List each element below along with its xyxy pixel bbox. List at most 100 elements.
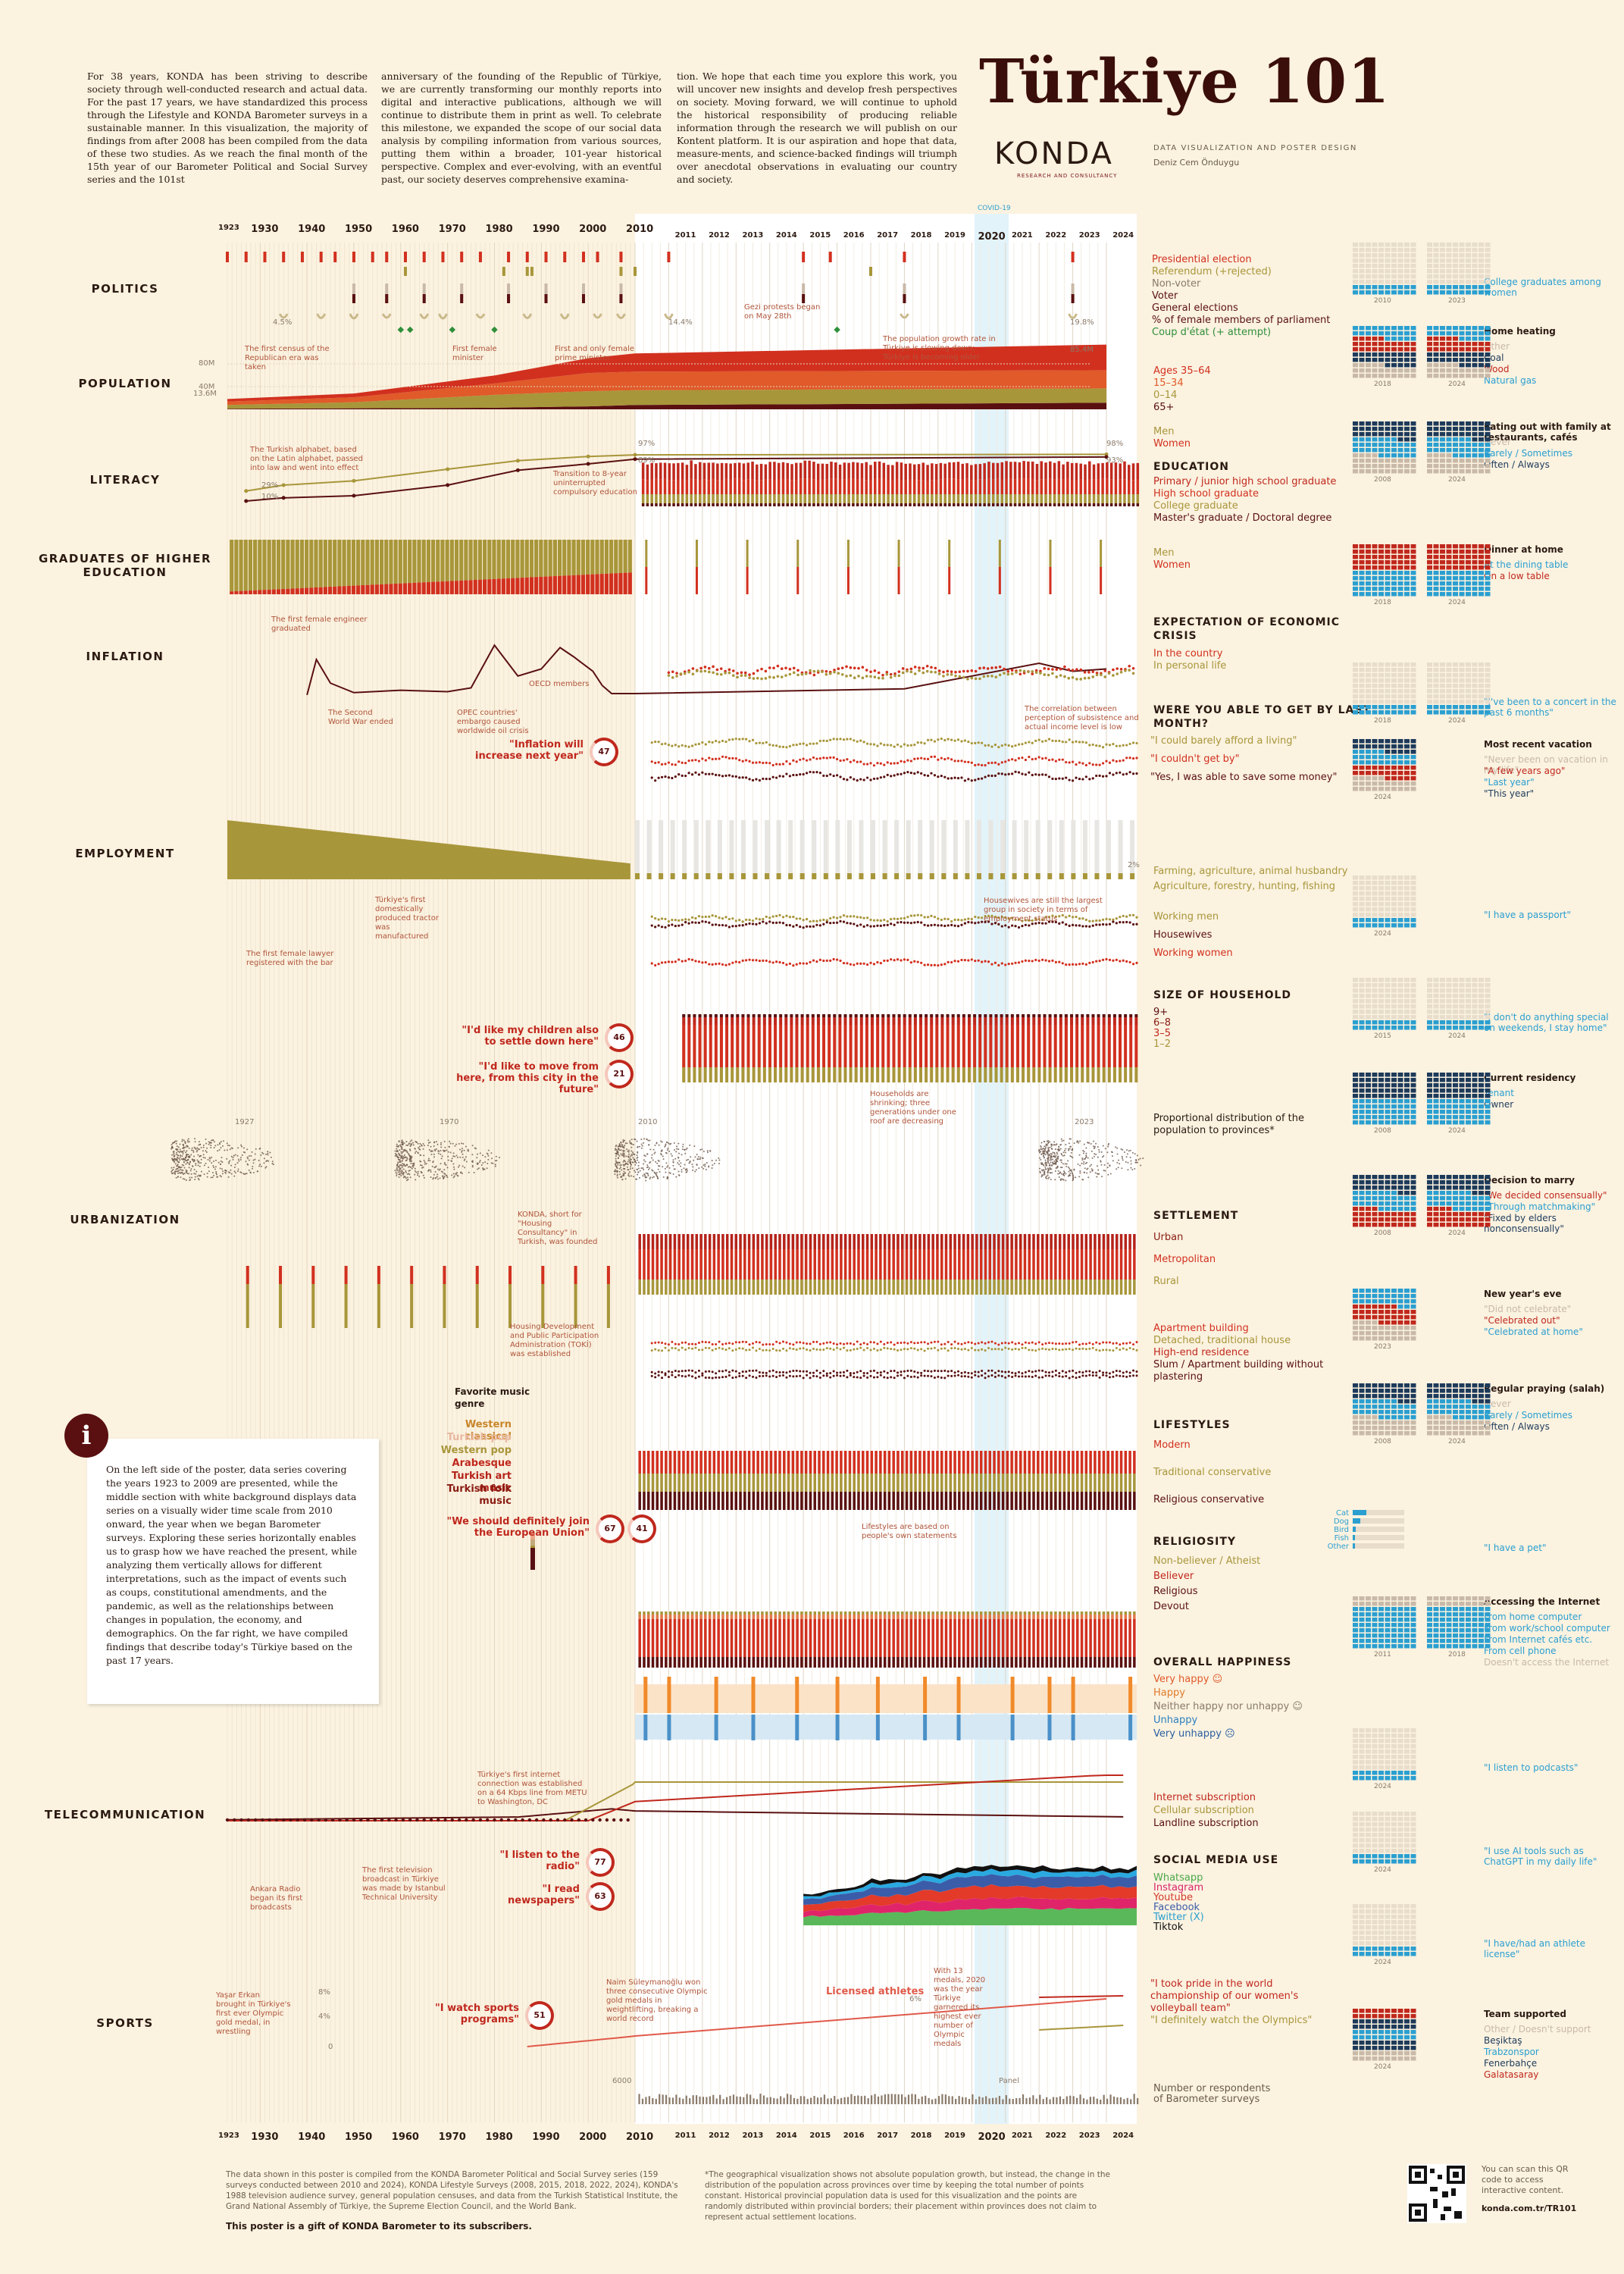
map-dot bbox=[255, 1148, 257, 1150]
working-dot bbox=[953, 918, 956, 922]
housing-dot bbox=[822, 1370, 825, 1373]
household-bar bbox=[1015, 1067, 1019, 1082]
education-bar bbox=[1018, 494, 1022, 503]
literacy-point bbox=[446, 467, 450, 471]
settlement-bar bbox=[914, 1249, 917, 1280]
working-dot bbox=[741, 920, 744, 923]
settlement-bar bbox=[835, 1280, 838, 1295]
education-bar bbox=[970, 480, 973, 494]
housing-dot bbox=[943, 1377, 947, 1380]
map-dot bbox=[440, 1157, 443, 1160]
map-dot bbox=[1044, 1145, 1046, 1148]
working-dot bbox=[715, 963, 718, 966]
map-dot bbox=[647, 1174, 649, 1176]
graduates-women-bar bbox=[323, 587, 327, 594]
education-bar bbox=[996, 503, 1000, 506]
getby-dot bbox=[883, 775, 886, 778]
education-bar bbox=[882, 494, 886, 503]
map-dot bbox=[674, 1168, 676, 1170]
getby-dot bbox=[1108, 772, 1112, 775]
map-dot bbox=[637, 1167, 640, 1170]
education-bar bbox=[681, 479, 684, 494]
map-dot bbox=[1047, 1174, 1049, 1176]
settlement-bar bbox=[1015, 1280, 1018, 1295]
crisis-dot bbox=[675, 672, 678, 675]
settlement-bar bbox=[1076, 1280, 1079, 1295]
getby-dot bbox=[876, 762, 879, 765]
getby-dot bbox=[967, 741, 970, 744]
map-dot bbox=[463, 1149, 465, 1151]
referendum-mark bbox=[619, 267, 623, 276]
graduates-men-bar bbox=[417, 540, 421, 583]
working-dot bbox=[1075, 916, 1078, 919]
crisis-dot bbox=[906, 669, 909, 673]
education-bar bbox=[852, 478, 855, 494]
education-bar bbox=[734, 462, 737, 479]
getby-dot bbox=[708, 772, 711, 775]
graduates-women-bar bbox=[449, 581, 454, 594]
working-dot bbox=[916, 960, 919, 963]
settlement-bar bbox=[712, 1280, 716, 1295]
map-dot bbox=[177, 1167, 179, 1170]
housing-dot bbox=[778, 1342, 781, 1345]
working-dot bbox=[1112, 920, 1115, 923]
household-bar bbox=[790, 1017, 793, 1025]
education-bar bbox=[838, 494, 842, 503]
housing-dot bbox=[1017, 1342, 1020, 1345]
map-dot bbox=[1078, 1154, 1081, 1156]
map-dot bbox=[434, 1170, 437, 1173]
settlement-bar bbox=[918, 1249, 922, 1280]
map-dot bbox=[401, 1139, 403, 1142]
map-dot bbox=[427, 1142, 430, 1144]
housing-dot bbox=[906, 1369, 909, 1372]
education-bar bbox=[978, 479, 982, 494]
crisis-dot bbox=[1075, 678, 1078, 681]
education-bar bbox=[825, 479, 828, 494]
map-dot bbox=[265, 1153, 268, 1155]
graduates-women-bar bbox=[253, 590, 258, 594]
housing-dot bbox=[903, 1348, 906, 1351]
getby-dot bbox=[993, 761, 997, 764]
household-bar bbox=[1048, 1014, 1052, 1017]
urban-bar bbox=[574, 1266, 577, 1284]
housing-dot bbox=[795, 1348, 798, 1352]
housing-dot bbox=[836, 1343, 839, 1346]
map-dot bbox=[659, 1165, 661, 1167]
settlement-bar bbox=[712, 1249, 716, 1280]
graduates-women-bar bbox=[402, 583, 408, 594]
housing-dot bbox=[701, 1372, 704, 1375]
education-bar bbox=[685, 465, 689, 481]
housing-dot bbox=[734, 1376, 737, 1379]
settlement-bar bbox=[1089, 1249, 1092, 1280]
settlement-bar bbox=[717, 1280, 720, 1295]
crisis-dot bbox=[776, 664, 780, 668]
working-dot bbox=[865, 963, 869, 966]
household-bar bbox=[849, 1067, 853, 1082]
household-bar bbox=[790, 1067, 793, 1082]
election-mark bbox=[619, 252, 623, 262]
crisis-dot bbox=[792, 666, 796, 670]
household-bar bbox=[865, 1067, 868, 1082]
settlement-bar bbox=[1010, 1280, 1013, 1295]
map-dot bbox=[1060, 1143, 1062, 1145]
map-dot bbox=[649, 1139, 651, 1142]
housing-dot bbox=[909, 1369, 912, 1372]
map-dot bbox=[1063, 1154, 1065, 1157]
housing-dot bbox=[842, 1346, 845, 1349]
graduates-men-bar bbox=[234, 540, 239, 591]
map-dot bbox=[668, 1151, 671, 1153]
map-dot bbox=[236, 1154, 239, 1157]
housing-dot bbox=[734, 1341, 737, 1344]
map-dot bbox=[1110, 1151, 1112, 1153]
map-dot bbox=[1109, 1173, 1112, 1175]
map-dot bbox=[649, 1178, 651, 1180]
housing-dot bbox=[842, 1370, 845, 1373]
crisis-dot bbox=[731, 674, 735, 677]
settlement-bar bbox=[699, 1249, 702, 1280]
housing-dot bbox=[825, 1341, 828, 1344]
map-dot bbox=[1060, 1159, 1062, 1161]
household-bar bbox=[1064, 1014, 1068, 1017]
employment-bg-bar bbox=[1012, 820, 1017, 879]
graduates-women-bar bbox=[614, 573, 618, 594]
working-dot bbox=[664, 961, 667, 964]
